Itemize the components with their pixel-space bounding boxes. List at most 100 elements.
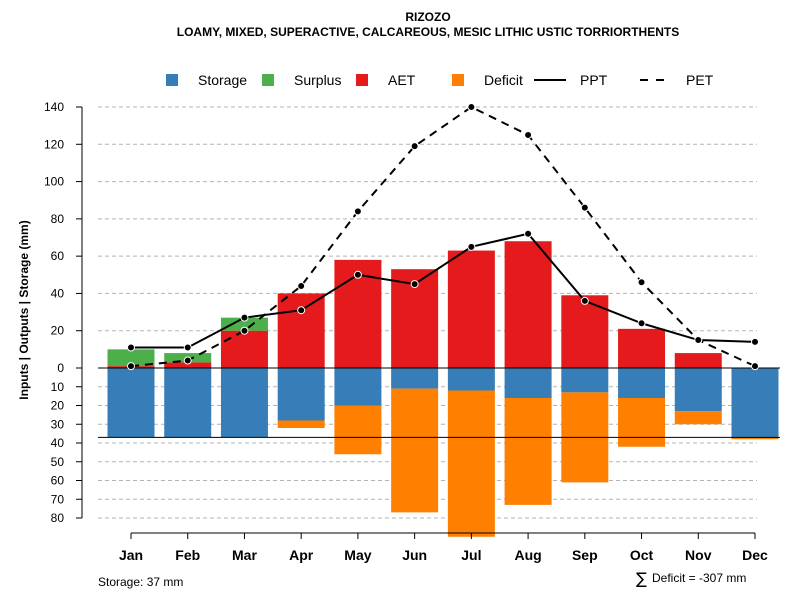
pet-point-mar <box>240 326 249 335</box>
chart-subtitle: LOAMY, MIXED, SUPERACTIVE, CALCAREOUS, M… <box>177 25 679 39</box>
legend-label-pet: PET <box>686 72 714 88</box>
ppt-point-sep <box>580 296 589 305</box>
ppt-point-jul <box>467 242 476 251</box>
bar-deficit-aug <box>504 398 552 505</box>
bar-aet-mar <box>220 330 268 368</box>
sum-symbol: ∑ <box>636 569 647 588</box>
legend-swatch-deficit <box>452 74 464 86</box>
bar-surplus-jan <box>107 349 155 367</box>
pet-point-feb <box>183 356 192 365</box>
y-tick-label-upper-40: 40 <box>51 286 65 300</box>
bar-deficit-apr <box>277 420 325 428</box>
x-tick-label-feb: Feb <box>175 547 200 563</box>
x-tick-label-jan: Jan <box>119 547 143 563</box>
bar-aet-apr <box>277 293 325 368</box>
bar-storage-may <box>334 368 382 406</box>
y-tick-label-lower-40: 40 <box>51 436 65 450</box>
bar-aet-oct <box>618 328 666 368</box>
y-tick-label-lower-60: 60 <box>51 474 65 488</box>
bar-deficit-jun <box>391 388 439 513</box>
x-tick-label-oct: Oct <box>630 547 654 563</box>
x-tick-label-jun: Jun <box>402 547 427 563</box>
bar-storage-oct <box>618 368 666 398</box>
bar-deficit-dec <box>731 437 779 440</box>
bar-aet-feb <box>164 362 212 368</box>
pet-point-aug <box>524 130 533 139</box>
x-tick-label-nov: Nov <box>685 547 712 563</box>
y-tick-label-upper-20: 20 <box>51 324 65 338</box>
ppt-line <box>131 232 756 349</box>
bar-storage-aug <box>504 368 552 398</box>
ppt-point-mar <box>240 313 249 322</box>
y-tick-label-upper-0: 0 <box>57 361 64 375</box>
y-tick-label-lower-80: 80 <box>51 511 65 525</box>
ppt-point-nov <box>694 336 703 345</box>
bar-deficit-may <box>334 405 382 455</box>
bars-layer <box>107 241 779 537</box>
bar-aet-jul <box>447 250 495 368</box>
y-tick-label-upper-60: 60 <box>51 249 65 263</box>
ppt-point-dec <box>751 337 759 346</box>
ppt-point-jun <box>410 280 419 289</box>
bar-surplus-mar <box>220 317 268 331</box>
bar-aet-nov <box>674 353 722 368</box>
x-tick-label-jul: Jul <box>461 547 481 563</box>
bar-deficit-oct <box>618 398 666 447</box>
legend-label-surplus: Surplus <box>294 72 341 88</box>
ppt-point-apr <box>297 306 306 315</box>
pet-point-oct <box>637 278 646 287</box>
deficit-footer: Deficit = -307 mm <box>652 571 746 585</box>
legend-label-ppt: PPT <box>580 72 608 88</box>
bar-aet-aug <box>504 241 552 368</box>
bar-storage-mar <box>220 368 268 438</box>
pet-point-apr <box>297 281 306 290</box>
chart-title: RIZOZO <box>405 10 450 24</box>
y-tick-label-lower-70: 70 <box>51 492 65 506</box>
ppt-point-jan <box>127 343 135 352</box>
y-axis-label: Inputs | Outputs | Storage (mm) <box>17 220 31 399</box>
x-tick-label-sep: Sep <box>572 547 598 563</box>
pet-point-may <box>353 207 362 216</box>
legend-label-storage: Storage <box>198 72 247 88</box>
ppt-point-may <box>353 270 362 279</box>
ppt-point-oct <box>637 319 646 328</box>
bar-deficit-nov <box>674 411 722 425</box>
bar-storage-dec <box>731 368 779 438</box>
y-tick-label-lower-20: 20 <box>51 399 65 413</box>
pet-point-dec <box>751 362 759 371</box>
bar-storage-nov <box>674 368 722 412</box>
x-tick-label-aug: Aug <box>514 547 541 563</box>
y-tick-label-lower-50: 50 <box>51 455 65 469</box>
ppt-point-aug <box>524 229 533 238</box>
axes-layer: 0 20 40 60 80 100 120 140 10 20 30 40 50 60 70 80 Jan Feb… <box>44 100 768 563</box>
y-tick-label-lower-30: 30 <box>51 417 65 431</box>
x-tick-label-apr: Apr <box>289 547 314 563</box>
y-tick-label-upper-120: 120 <box>44 137 64 151</box>
legend-label-deficit: Deficit <box>484 72 523 88</box>
y-tick-label-upper-100: 100 <box>44 175 64 189</box>
pet-point-jun <box>410 142 419 151</box>
bar-storage-feb <box>164 368 212 438</box>
pet-point-jul <box>467 103 476 111</box>
legend-swatch-aet <box>356 74 368 86</box>
x-tick-label-dec: Dec <box>742 547 768 563</box>
pet-point-sep <box>580 203 589 212</box>
bar-storage-sep <box>561 368 609 393</box>
y-tick-label-lower-10: 10 <box>51 380 65 394</box>
bar-storage-jul <box>447 368 495 391</box>
bar-deficit-jul <box>447 390 495 537</box>
x-tick-label-may: May <box>344 547 371 563</box>
bar-storage-jan <box>107 368 155 438</box>
legend-label-aet: AET <box>388 72 416 88</box>
legend: Storage Surplus AET Deficit PPT PET <box>166 72 714 88</box>
lines-layer <box>98 103 780 438</box>
y-tick-label-upper-80: 80 <box>51 212 65 226</box>
x-tick-label-mar: Mar <box>232 547 257 563</box>
bar-aet-sep <box>561 295 609 368</box>
legend-swatch-storage <box>166 74 178 86</box>
storage-footer: Storage: 37 mm <box>98 575 183 589</box>
bar-storage-jun <box>391 368 439 389</box>
y-tick-label-upper-140: 140 <box>44 100 64 114</box>
pet-point-jan <box>127 362 135 371</box>
